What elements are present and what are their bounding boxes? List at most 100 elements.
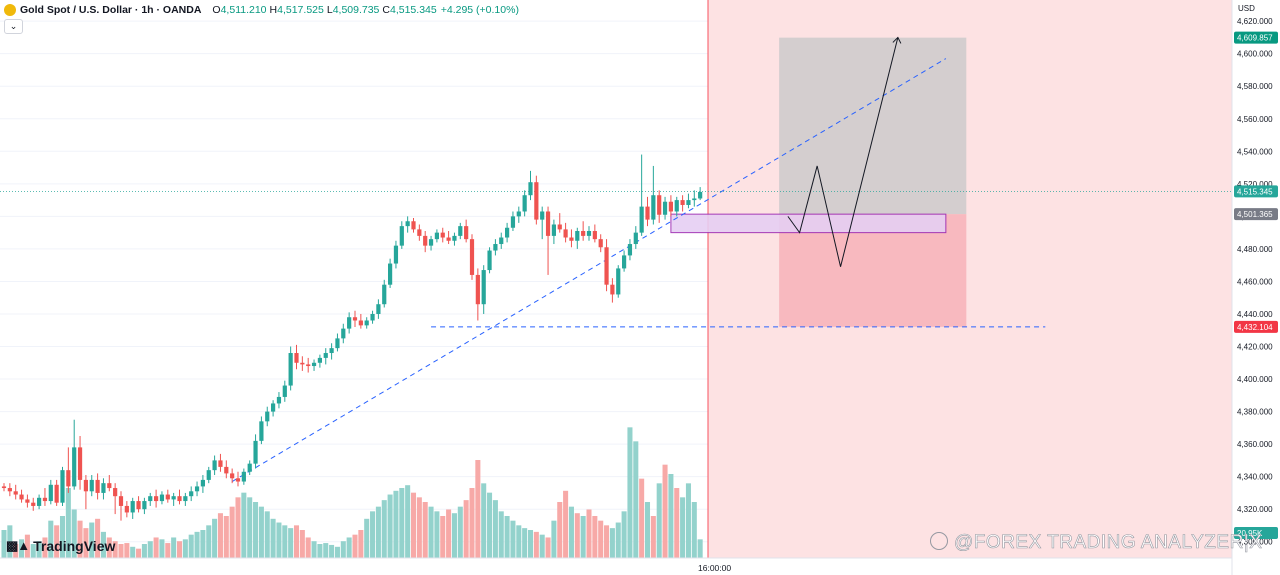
volume-bar <box>288 528 294 558</box>
y-tick-label: 4,380.000 <box>1237 408 1273 417</box>
volume-badge-label: 20.95K <box>1237 529 1263 538</box>
currency-label[interactable]: USD <box>1238 4 1255 13</box>
volume-bar <box>346 537 352 558</box>
close-key: C <box>382 4 390 16</box>
candle-body <box>510 216 516 228</box>
candle-body <box>534 182 539 220</box>
volume-bar <box>574 513 580 558</box>
trend-line[interactable] <box>231 58 947 482</box>
candle-body <box>317 357 322 363</box>
candle-body <box>540 211 545 220</box>
candle-body <box>183 496 188 502</box>
y-tick-label: 4,320.000 <box>1237 505 1273 514</box>
volume-bar <box>188 534 194 558</box>
high-key: H <box>269 4 278 16</box>
candle-body <box>1 486 7 489</box>
volume-bar <box>580 516 586 558</box>
volume-bar <box>422 502 428 558</box>
volume-bar <box>533 531 539 558</box>
projected-path[interactable] <box>787 37 899 267</box>
volume-bar <box>621 511 627 558</box>
volume-bar <box>492 500 498 558</box>
candle-body <box>680 200 685 205</box>
projected-arrowhead <box>892 36 902 44</box>
volume-bar <box>206 525 212 558</box>
candle-body <box>592 231 597 240</box>
price-axis[interactable] <box>1232 0 1280 575</box>
candle-body <box>452 235 457 241</box>
volume-bar <box>136 548 142 558</box>
collapse-legend-button[interactable]: ⌄ <box>4 19 23 34</box>
volume-bar <box>434 511 440 558</box>
volume-bar <box>317 544 323 558</box>
volume-bar <box>364 518 370 558</box>
volume-bar <box>498 511 504 558</box>
candle-body <box>335 338 340 349</box>
candle-body <box>528 182 533 196</box>
current-price-badge-label: 4,515.345 <box>1237 187 1273 196</box>
volume-bar <box>200 530 206 558</box>
candle-body <box>259 421 264 441</box>
volume-bar <box>469 488 475 558</box>
volume-bar <box>217 513 223 558</box>
symbol-header: Gold Spot / U.S. Dollar · 1h · OANDA O 4,… <box>4 2 519 18</box>
volume-bar <box>100 531 106 558</box>
candle-body <box>83 479 88 492</box>
low-key: L <box>326 4 333 16</box>
candle-body <box>692 198 697 201</box>
candle-body <box>306 364 311 367</box>
symbol-title[interactable]: Gold Spot / U.S. Dollar · 1h · OANDA <box>20 4 202 16</box>
volume-bar <box>130 546 136 558</box>
candle-body <box>206 470 211 480</box>
volume-bar <box>340 541 346 558</box>
volume-bar <box>463 500 469 558</box>
volume-bar <box>457 506 463 558</box>
volume-bar <box>481 483 487 558</box>
volume-bar <box>258 506 264 558</box>
candle-body <box>37 497 42 506</box>
entry-zone-rect[interactable] <box>670 213 947 234</box>
candle-body <box>417 229 422 236</box>
volume-bar <box>387 494 393 558</box>
candle-body <box>148 496 153 502</box>
volume-bar <box>7 525 13 558</box>
volume-bar <box>153 537 159 558</box>
target-zone[interactable] <box>779 37 967 215</box>
candle-body <box>405 221 410 227</box>
candle-body <box>200 479 205 487</box>
volume-bar <box>375 506 381 558</box>
y-tick-label: 4,400.000 <box>1237 375 1273 384</box>
volume-bar <box>124 543 130 558</box>
candle-body <box>563 229 568 238</box>
y-tick-label: 4,580.000 <box>1237 82 1273 91</box>
candle-body <box>557 224 562 230</box>
candle-body <box>610 284 615 295</box>
tradingview-logo[interactable]: ▩▲ TradingView <box>6 538 115 554</box>
volume-bar <box>247 497 253 558</box>
candle-body <box>616 268 621 295</box>
volume-bar <box>410 492 417 558</box>
candle-body <box>177 496 182 502</box>
watermark-text: @FOREX TRADING ANALYZER¦X <box>954 532 1263 554</box>
volume-bar <box>527 530 534 558</box>
volume-bar <box>235 497 241 558</box>
volume-bar <box>627 427 633 558</box>
candle-body <box>516 211 521 217</box>
volume-bar <box>48 520 54 558</box>
volume-bar <box>229 506 235 558</box>
volume-bar <box>106 537 112 558</box>
volume-bar <box>504 516 510 558</box>
candle-body <box>66 470 71 487</box>
stop-price-badge <box>1234 320 1278 333</box>
volume-bar <box>650 516 656 558</box>
volume-bar <box>691 502 697 558</box>
volume-bar <box>451 513 457 558</box>
volume-bar <box>59 516 66 558</box>
candle-body <box>428 239 434 246</box>
volume-bar <box>165 543 171 558</box>
candle-body <box>639 206 644 233</box>
candle-body <box>698 191 703 199</box>
candle-body <box>393 245 399 264</box>
volume-bar <box>89 522 95 558</box>
